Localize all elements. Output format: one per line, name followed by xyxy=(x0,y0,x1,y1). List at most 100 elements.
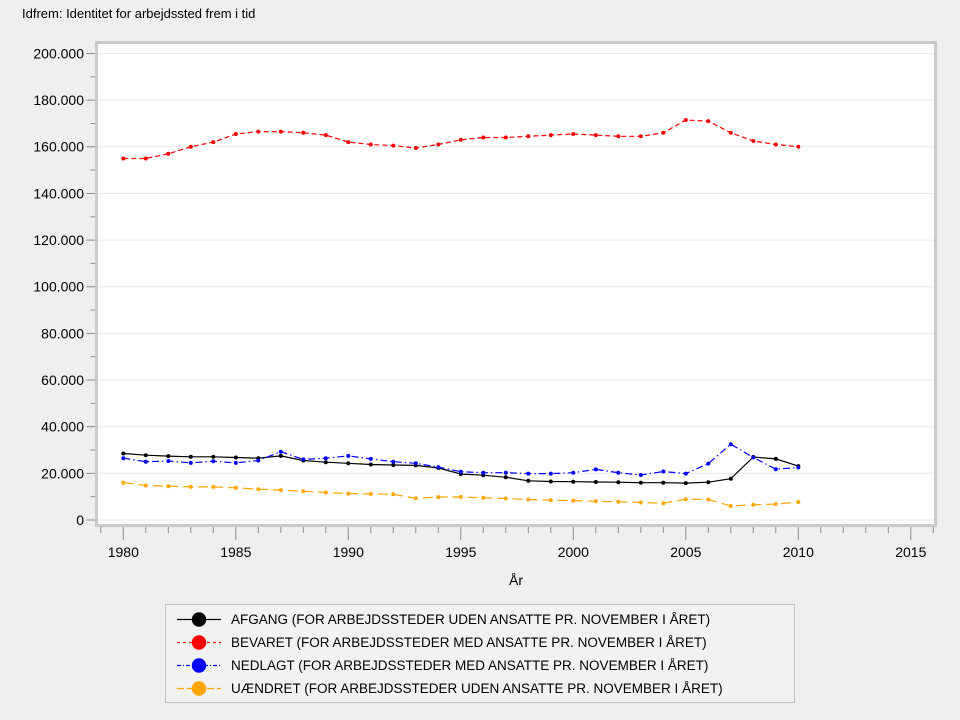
data-point-marker xyxy=(548,471,553,476)
data-point-marker xyxy=(706,497,711,502)
data-point-marker xyxy=(391,463,396,467)
data-point-marker xyxy=(413,461,418,466)
data-point-marker xyxy=(391,143,396,148)
gridlines xyxy=(98,53,934,521)
y-axis-tick-label: 60.000 xyxy=(41,372,84,388)
data-point-marker xyxy=(593,480,598,484)
data-point-marker xyxy=(301,457,306,462)
x-axis-ticks xyxy=(100,527,934,540)
data-point-marker xyxy=(346,491,351,496)
data-point-marker xyxy=(346,461,351,466)
data-point-marker xyxy=(166,151,171,156)
data-point-marker xyxy=(278,453,283,458)
data-point-marker xyxy=(256,458,261,463)
data-point-marker xyxy=(571,479,576,484)
data-point-marker xyxy=(211,454,216,459)
data-point-marker xyxy=(796,144,801,149)
data-point-marker xyxy=(728,130,733,135)
data-point-marker xyxy=(616,480,621,485)
data-point-marker xyxy=(503,496,508,501)
data-point-marker xyxy=(188,454,193,459)
legend-marker-icon xyxy=(177,680,221,696)
data-point-marker xyxy=(233,455,238,460)
y-axis-tick-label: 160.000 xyxy=(33,139,84,155)
data-point-marker xyxy=(413,146,418,150)
data-point-marker xyxy=(166,454,171,459)
data-point-marker xyxy=(503,135,508,140)
data-point-marker xyxy=(166,459,171,463)
data-point-marker xyxy=(796,465,801,470)
y-axis-tick-label: 80.000 xyxy=(41,325,84,341)
data-point-marker xyxy=(121,156,126,161)
y-axis-tick-label: 20.000 xyxy=(41,465,84,481)
data-point-marker xyxy=(773,502,778,507)
y-axis-tick-label: 0 xyxy=(76,512,84,528)
legend-label: UÆNDRET (FOR ARBEJDSSTEDER UDEN ANSATTE … xyxy=(231,680,723,696)
data-point-marker xyxy=(683,497,688,502)
x-axis-tick-labels: 1980 1985 1990 1995 2000 2005 2010 2015 xyxy=(108,544,927,560)
data-point-marker xyxy=(323,456,328,461)
data-point-marker xyxy=(458,494,463,499)
data-point-marker xyxy=(188,460,193,465)
data-point-marker xyxy=(143,453,148,458)
series-points-bevaret xyxy=(121,118,801,161)
x-axis-title: År xyxy=(509,572,523,588)
data-point-marker xyxy=(436,142,441,147)
data-point-marker xyxy=(526,478,531,483)
data-point-marker xyxy=(683,118,688,122)
series-points-nedlagt xyxy=(121,442,801,477)
data-point-marker xyxy=(278,488,283,493)
data-point-marker xyxy=(593,467,598,472)
data-point-marker xyxy=(436,465,441,470)
data-point-marker xyxy=(571,470,576,475)
data-point-marker xyxy=(706,119,711,124)
data-point-marker xyxy=(706,480,711,485)
legend-label: BEVARET (FOR ARBEJDSSTEDER MED ANSATTE P… xyxy=(231,634,707,650)
data-point-marker xyxy=(728,442,733,447)
data-point-marker xyxy=(233,132,238,136)
data-point-marker xyxy=(638,480,643,485)
data-point-marker xyxy=(571,132,576,136)
x-axis-tick-label: 2000 xyxy=(558,544,589,560)
data-point-marker xyxy=(526,471,531,476)
data-point-marker xyxy=(166,484,171,489)
legend-item-nedlagt: NEDLAGT (FOR ARBEJDSSTEDER MED ANSATTE P… xyxy=(176,654,794,677)
y-axis-tick-label: 100.000 xyxy=(33,279,84,295)
y-axis-tick-label: 40.000 xyxy=(41,419,84,435)
data-point-marker xyxy=(728,504,733,508)
data-point-marker xyxy=(503,475,508,480)
data-point-marker xyxy=(751,455,756,460)
y-axis-tick-label: 180.000 xyxy=(33,92,84,108)
data-point-marker xyxy=(368,142,373,147)
data-point-marker xyxy=(278,449,283,454)
data-point-marker xyxy=(368,462,373,467)
x-axis-tick-label: 2015 xyxy=(895,544,926,560)
data-point-marker xyxy=(526,134,531,139)
chart-legend: AFGANG (FOR ARBEJDSSTEDER UDEN ANSATTE P… xyxy=(165,604,795,703)
data-point-marker xyxy=(323,490,328,495)
data-point-marker xyxy=(391,492,396,497)
data-point-marker xyxy=(121,480,126,485)
data-point-marker xyxy=(751,139,756,143)
x-axis-tick-label: 1985 xyxy=(220,544,251,560)
data-point-marker xyxy=(458,137,463,142)
data-point-marker xyxy=(233,460,238,465)
x-axis-tick-label: 1995 xyxy=(445,544,476,560)
y-axis-tick-label: 140.000 xyxy=(33,185,84,201)
data-point-marker xyxy=(728,476,733,481)
data-point-marker xyxy=(638,500,643,505)
data-point-marker xyxy=(121,451,126,456)
legend-label: AFGANG (FOR ARBEJDSSTEDER UDEN ANSATTE P… xyxy=(231,611,711,627)
data-point-marker xyxy=(661,469,666,474)
data-point-marker xyxy=(346,140,351,145)
data-point-marker xyxy=(188,484,193,489)
data-point-marker xyxy=(368,456,373,461)
data-point-marker xyxy=(683,471,688,476)
data-point-marker xyxy=(481,135,486,140)
plot-frame xyxy=(95,41,937,527)
data-point-marker xyxy=(256,129,261,134)
data-point-marker xyxy=(121,456,126,461)
data-point-marker xyxy=(143,156,148,161)
data-point-marker xyxy=(143,459,148,464)
data-point-marker xyxy=(481,470,486,475)
